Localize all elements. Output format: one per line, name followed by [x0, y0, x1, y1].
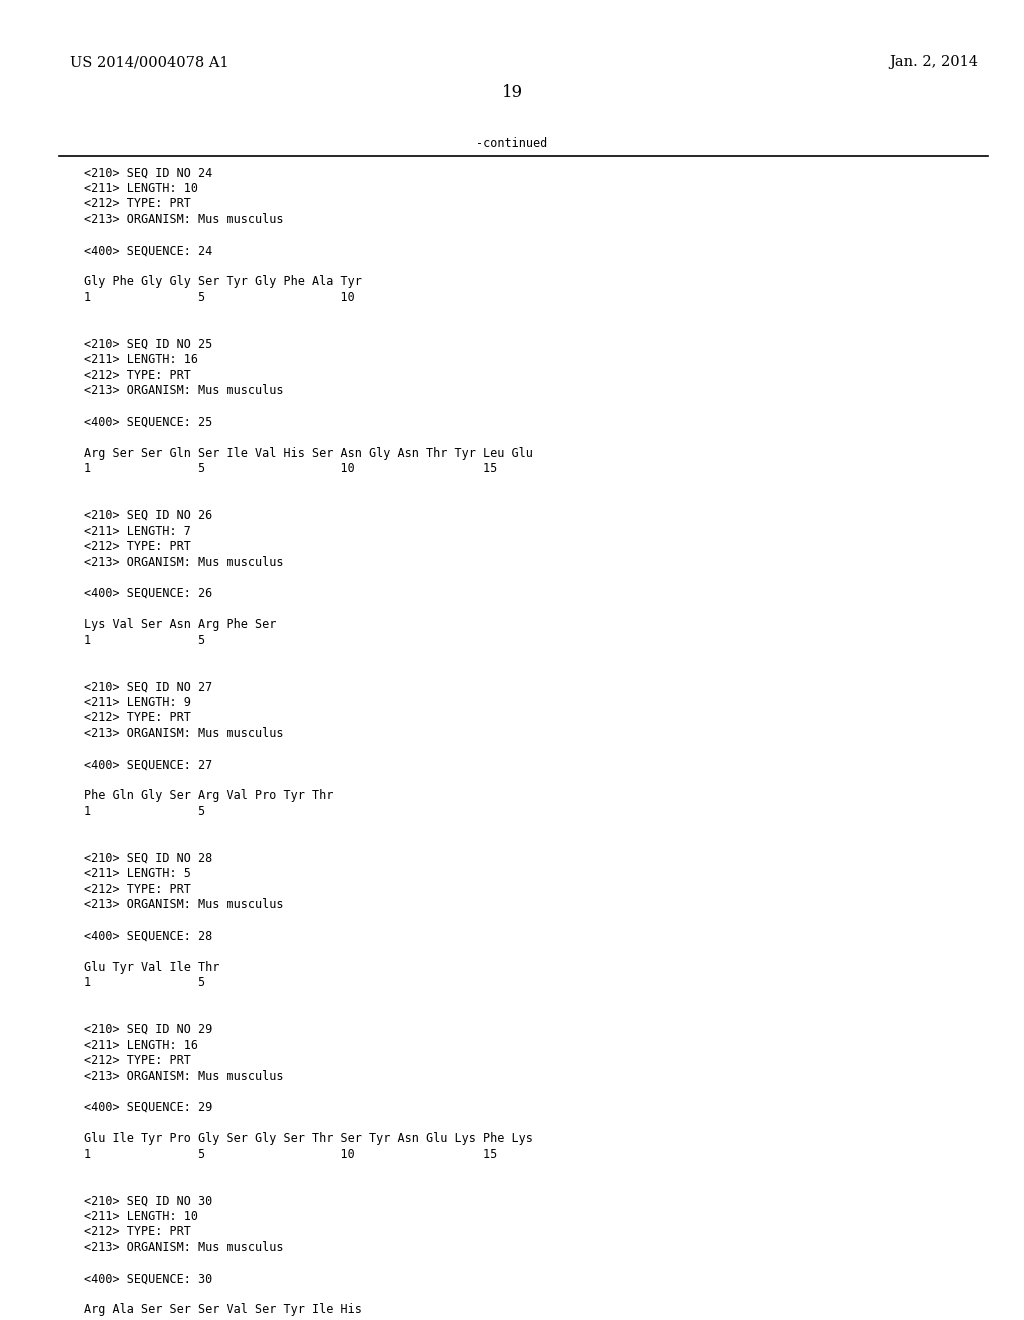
Text: <210> SEQ ID NO 29: <210> SEQ ID NO 29	[84, 1023, 212, 1036]
Text: 1               5: 1 5	[84, 634, 205, 647]
Text: <400> SEQUENCE: 28: <400> SEQUENCE: 28	[84, 929, 212, 942]
Text: <212> TYPE: PRT: <212> TYPE: PRT	[84, 198, 190, 210]
Text: <211> LENGTH: 10: <211> LENGTH: 10	[84, 1210, 198, 1222]
Text: US 2014/0004078 A1: US 2014/0004078 A1	[70, 55, 228, 70]
Text: <211> LENGTH: 5: <211> LENGTH: 5	[84, 867, 190, 880]
Text: <400> SEQUENCE: 30: <400> SEQUENCE: 30	[84, 1272, 212, 1286]
Text: <211> LENGTH: 16: <211> LENGTH: 16	[84, 354, 198, 366]
Text: <212> TYPE: PRT: <212> TYPE: PRT	[84, 1055, 190, 1067]
Text: Arg Ala Ser Ser Ser Val Ser Tyr Ile His: Arg Ala Ser Ser Ser Val Ser Tyr Ile His	[84, 1303, 361, 1316]
Text: <211> LENGTH: 10: <211> LENGTH: 10	[84, 182, 198, 195]
Text: Glu Tyr Val Ile Thr: Glu Tyr Val Ile Thr	[84, 961, 219, 974]
Text: <211> LENGTH: 7: <211> LENGTH: 7	[84, 524, 190, 537]
Text: <400> SEQUENCE: 27: <400> SEQUENCE: 27	[84, 758, 212, 771]
Text: 1               5                   10                  15: 1 5 10 15	[84, 1147, 498, 1160]
Text: <213> ORGANISM: Mus musculus: <213> ORGANISM: Mus musculus	[84, 556, 284, 569]
Text: <213> ORGANISM: Mus musculus: <213> ORGANISM: Mus musculus	[84, 384, 284, 397]
Text: <213> ORGANISM: Mus musculus: <213> ORGANISM: Mus musculus	[84, 727, 284, 741]
Text: 1               5                   10: 1 5 10	[84, 290, 354, 304]
Text: Phe Gln Gly Ser Arg Val Pro Tyr Thr: Phe Gln Gly Ser Arg Val Pro Tyr Thr	[84, 789, 334, 803]
Text: <400> SEQUENCE: 29: <400> SEQUENCE: 29	[84, 1101, 212, 1114]
Text: <212> TYPE: PRT: <212> TYPE: PRT	[84, 1225, 190, 1238]
Text: <213> ORGANISM: Mus musculus: <213> ORGANISM: Mus musculus	[84, 213, 284, 226]
Text: <211> LENGTH: 16: <211> LENGTH: 16	[84, 1039, 198, 1052]
Text: <212> TYPE: PRT: <212> TYPE: PRT	[84, 883, 190, 896]
Text: Lys Val Ser Asn Arg Phe Ser: Lys Val Ser Asn Arg Phe Ser	[84, 618, 276, 631]
Text: 1               5                   10                  15: 1 5 10 15	[84, 462, 498, 475]
Text: <213> ORGANISM: Mus musculus: <213> ORGANISM: Mus musculus	[84, 1241, 284, 1254]
Text: Jan. 2, 2014: Jan. 2, 2014	[889, 55, 978, 70]
Text: <400> SEQUENCE: 26: <400> SEQUENCE: 26	[84, 587, 212, 599]
Text: 1               5: 1 5	[84, 977, 205, 989]
Text: 1               5: 1 5	[84, 805, 205, 818]
Text: <400> SEQUENCE: 25: <400> SEQUENCE: 25	[84, 416, 212, 429]
Text: -continued: -continued	[476, 137, 548, 150]
Text: <210> SEQ ID NO 27: <210> SEQ ID NO 27	[84, 680, 212, 693]
Text: <210> SEQ ID NO 24: <210> SEQ ID NO 24	[84, 166, 212, 180]
Text: <210> SEQ ID NO 28: <210> SEQ ID NO 28	[84, 851, 212, 865]
Text: <210> SEQ ID NO 26: <210> SEQ ID NO 26	[84, 510, 212, 521]
Text: Arg Ser Ser Gln Ser Ile Val His Ser Asn Gly Asn Thr Tyr Leu Glu: Arg Ser Ser Gln Ser Ile Val His Ser Asn …	[84, 446, 532, 459]
Text: 19: 19	[502, 84, 522, 102]
Text: Gly Phe Gly Gly Ser Tyr Gly Phe Ala Tyr: Gly Phe Gly Gly Ser Tyr Gly Phe Ala Tyr	[84, 276, 361, 288]
Text: <213> ORGANISM: Mus musculus: <213> ORGANISM: Mus musculus	[84, 1069, 284, 1082]
Text: <210> SEQ ID NO 25: <210> SEQ ID NO 25	[84, 338, 212, 351]
Text: <211> LENGTH: 9: <211> LENGTH: 9	[84, 696, 190, 709]
Text: <213> ORGANISM: Mus musculus: <213> ORGANISM: Mus musculus	[84, 899, 284, 911]
Text: Glu Ile Tyr Pro Gly Ser Gly Ser Thr Ser Tyr Asn Glu Lys Phe Lys: Glu Ile Tyr Pro Gly Ser Gly Ser Thr Ser …	[84, 1133, 532, 1144]
Text: <212> TYPE: PRT: <212> TYPE: PRT	[84, 368, 190, 381]
Text: <400> SEQUENCE: 24: <400> SEQUENCE: 24	[84, 244, 212, 257]
Text: <210> SEQ ID NO 30: <210> SEQ ID NO 30	[84, 1195, 212, 1208]
Text: <212> TYPE: PRT: <212> TYPE: PRT	[84, 540, 190, 553]
Text: <212> TYPE: PRT: <212> TYPE: PRT	[84, 711, 190, 725]
